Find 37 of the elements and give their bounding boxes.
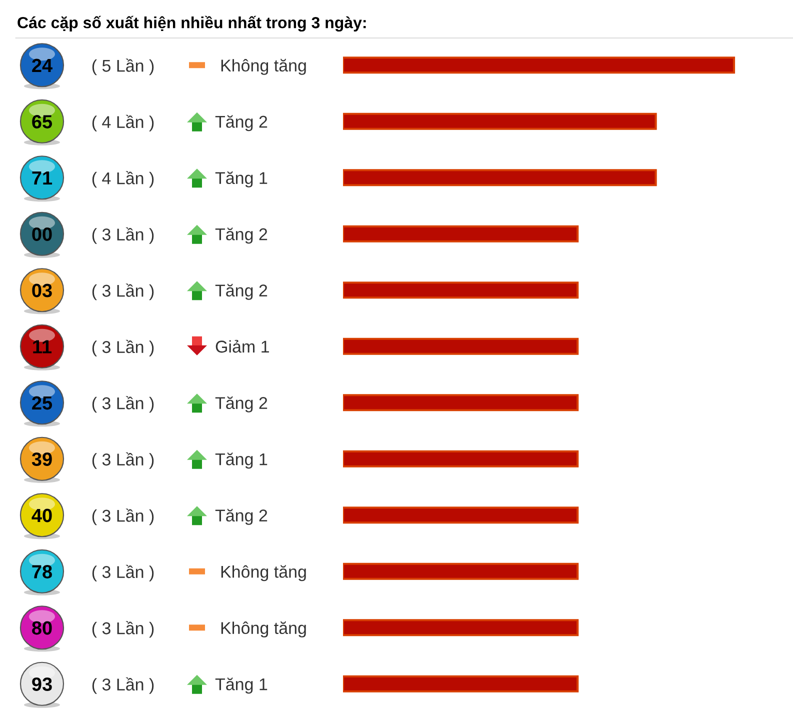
y-tick-label: 39 [32, 452, 52, 466]
text: Các cặp số xuất hiện nhiều nhất trong 3 ngày: [18, 16, 366, 32]
y-tick-label: 25 [32, 396, 52, 410]
data-label: ( 3 Lần ) [92, 564, 154, 582]
y-tick-label: 40 [32, 508, 52, 522]
data-label: ( 3 Lần ) [92, 227, 154, 244]
text: Tăng 2 [215, 396, 268, 412]
data-label: ( 3 Lần ) [92, 452, 154, 469]
data-label: ( 5 Lần ) [92, 58, 154, 76]
data-label: ( 3 Lần ) [92, 284, 154, 300]
data-label: ( 3 Lần ) [92, 396, 154, 413]
text: Không tăng [221, 58, 306, 75]
y-tick-label: 78 [32, 564, 52, 578]
data-label: ( 3 Lần ) [92, 677, 154, 694]
data-label: ( 3 Lần ) [92, 340, 154, 356]
text: Tăng 2 [215, 228, 268, 244]
text: Không tăng [221, 621, 306, 638]
y-tick-label: 80 [32, 621, 52, 635]
text: Tăng 1 [215, 452, 268, 469]
text: Tăng 1 [215, 171, 268, 188]
data-label: ( 4 Lần ) [92, 114, 154, 132]
data-label: ( 4 Lần ) [92, 171, 154, 188]
text: Không tăng [221, 565, 306, 582]
y-tick-label: 11 [33, 340, 52, 354]
data-label: ( 3 Lần ) [92, 508, 154, 526]
y-tick-label: 24 [32, 58, 52, 72]
y-tick-label: 93 [32, 677, 52, 691]
text: Tăng 2 [215, 508, 268, 525]
data-label: ( 3 Lần ) [92, 621, 154, 638]
y-tick-label: 71 [32, 171, 52, 185]
text: Giảm 1 [216, 340, 269, 353]
text: Tăng 1 [215, 678, 268, 694]
text: Tăng 2 [215, 284, 268, 300]
y-tick-label: 03 [32, 284, 52, 298]
y-tick-label: 65 [32, 114, 52, 128]
y-tick-label: 00 [32, 227, 52, 241]
text: Tăng 2 [215, 115, 268, 132]
